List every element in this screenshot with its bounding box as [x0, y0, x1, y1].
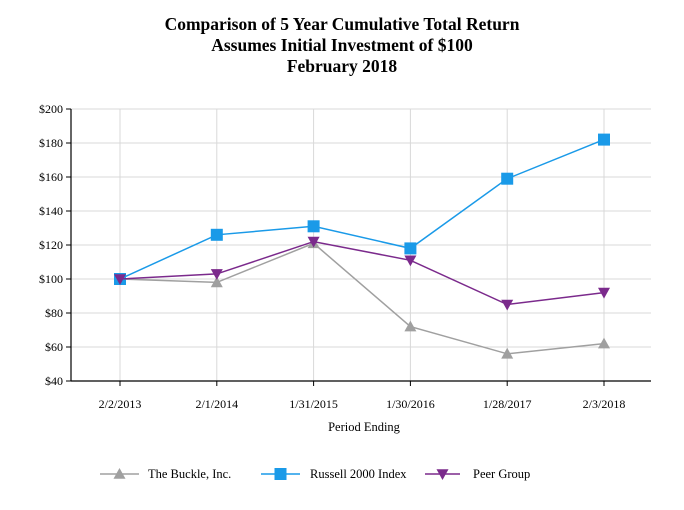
data-point-the-buckle-inc [598, 337, 610, 349]
data-point-peer-group [210, 269, 223, 280]
data-point-russell-2000-index [404, 242, 417, 255]
chart-title: Comparison of 5 Year Cumulative Total Re… [0, 14, 684, 77]
y-tick-label: $40 [45, 374, 63, 388]
x-tick-label: 2/1/2014 [195, 397, 238, 411]
series-russell-2000-index [114, 133, 610, 285]
y-tick-label: $140 [39, 204, 63, 218]
legend-marker [274, 468, 287, 480]
x-tick-label: 2/3/2018 [583, 397, 626, 411]
chart-title-line-1: Comparison of 5 Year Cumulative Total Re… [164, 14, 520, 34]
x-axis-title: Period Ending [328, 420, 401, 434]
legend: The Buckle, Inc. Russell 2000 Index Peer G… [100, 467, 530, 481]
x-tick-label: 1/30/2016 [386, 397, 435, 411]
data-point-russell-2000-index [598, 133, 610, 146]
x-tick-label: 1/31/2015 [289, 397, 338, 411]
data-point-russell-2000-index [501, 172, 514, 185]
legend-item-russell-2000-index: Russell 2000 Index [261, 467, 407, 481]
data-point-peer-group [598, 287, 610, 299]
legend-marker [113, 468, 126, 479]
chart-title-line-3: February 2018 [286, 56, 398, 76]
series-group [114, 133, 610, 359]
data-point-russell-2000-index [307, 220, 320, 233]
data-point-russell-2000-index [210, 228, 223, 241]
y-tick-label: $180 [39, 136, 63, 150]
y-tick-label: $120 [39, 238, 63, 252]
grid-lines [71, 108, 651, 382]
x-tick-label: 2/2/2013 [99, 397, 142, 411]
y-tick-label: $160 [39, 170, 63, 184]
data-point-the-buckle-inc [501, 347, 514, 359]
data-point-peer-group [114, 274, 126, 285]
y-tick-label: $100 [39, 272, 63, 286]
series-peer-group [114, 236, 610, 311]
data-point-the-buckle-inc [404, 320, 417, 332]
data-point-the-buckle-inc [210, 276, 223, 288]
data-point-peer-group [307, 236, 320, 248]
x-tick-label: 1/28/2017 [483, 397, 532, 411]
legend-item-peer-group: Peer Group [425, 467, 530, 481]
x-axis-ticks: 2/2/2013 2/1/2014 1/31/2015 1/30/2016 1/28/2… [99, 381, 626, 411]
legend-item-the-buckle-inc: The Buckle, Inc. [100, 467, 231, 481]
series-the-buckle-inc [114, 237, 610, 359]
y-axis-ticks: $40 $60 $80 $100 $120 $140 $160 $180 $200 [39, 102, 71, 388]
y-tick-label: $60 [45, 340, 63, 354]
legend-label: Russell 2000 Index [310, 467, 407, 481]
series-line-peer-group [119, 240, 605, 306]
data-point-peer-group [404, 255, 417, 267]
y-tick-label: $200 [39, 102, 63, 116]
y-tick-label: $80 [45, 306, 63, 320]
legend-label: The Buckle, Inc. [148, 467, 231, 481]
chart-title-line-2: Assumes Initial Investment of $100 [211, 35, 473, 55]
series-line-russell-2000-index [119, 138, 605, 280]
legend-marker [436, 469, 449, 480]
data-point-peer-group [501, 299, 514, 311]
series-line-the-buckle-inc [119, 242, 605, 355]
legend-label: Peer Group [473, 467, 530, 481]
